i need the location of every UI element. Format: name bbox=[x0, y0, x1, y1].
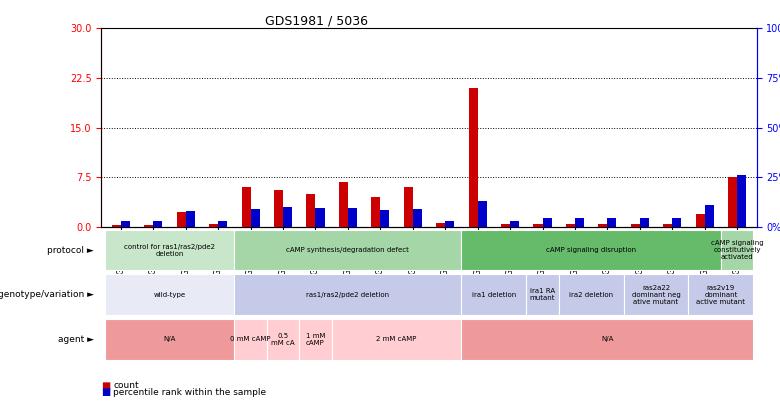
Text: 0 mM cAMP: 0 mM cAMP bbox=[230, 336, 271, 342]
Text: ras2a22
dominant neg
ative mutant: ras2a22 dominant neg ative mutant bbox=[632, 285, 680, 305]
Bar bbox=[445, 221, 454, 227]
Bar bbox=[477, 201, 487, 227]
Text: ■: ■ bbox=[101, 387, 111, 397]
Bar bbox=[144, 225, 154, 227]
Bar bbox=[469, 88, 477, 227]
Bar bbox=[689, 274, 753, 315]
Text: ira1 deletion: ira1 deletion bbox=[472, 292, 516, 298]
Text: protocol ►: protocol ► bbox=[47, 245, 94, 255]
Bar bbox=[381, 210, 389, 227]
Bar bbox=[608, 218, 616, 227]
Bar bbox=[105, 230, 234, 271]
Bar bbox=[704, 205, 714, 227]
Bar bbox=[598, 224, 608, 227]
Bar bbox=[234, 274, 462, 315]
Text: cAMP synthesis/degradation defect: cAMP synthesis/degradation defect bbox=[286, 247, 410, 253]
Bar bbox=[267, 319, 300, 360]
Bar bbox=[348, 208, 357, 227]
Bar bbox=[176, 212, 186, 227]
Bar bbox=[332, 319, 462, 360]
Bar bbox=[112, 225, 121, 227]
Bar bbox=[121, 221, 130, 227]
Bar bbox=[404, 187, 413, 227]
Bar bbox=[315, 208, 324, 227]
Bar bbox=[663, 224, 672, 227]
Bar bbox=[274, 190, 283, 227]
Bar bbox=[510, 221, 519, 227]
Bar bbox=[462, 230, 721, 271]
Bar bbox=[300, 319, 331, 360]
Bar bbox=[234, 230, 462, 271]
Text: genotype/variation ►: genotype/variation ► bbox=[0, 290, 94, 299]
Bar bbox=[558, 274, 624, 315]
Bar bbox=[640, 218, 649, 227]
Bar bbox=[436, 224, 445, 227]
Bar bbox=[631, 224, 640, 227]
Text: N/A: N/A bbox=[163, 336, 176, 342]
Bar bbox=[186, 211, 195, 227]
Bar bbox=[566, 224, 575, 227]
Bar bbox=[209, 224, 218, 227]
Bar bbox=[624, 274, 689, 315]
Bar bbox=[526, 274, 558, 315]
Bar bbox=[696, 213, 704, 227]
Bar bbox=[339, 182, 348, 227]
Bar bbox=[154, 221, 162, 227]
Bar bbox=[728, 177, 737, 227]
Bar bbox=[543, 218, 551, 227]
Bar bbox=[737, 175, 746, 227]
Text: ira2 deletion: ira2 deletion bbox=[569, 292, 613, 298]
Text: percentile rank within the sample: percentile rank within the sample bbox=[113, 388, 266, 396]
Bar bbox=[413, 209, 422, 227]
Text: GDS1981 / 5036: GDS1981 / 5036 bbox=[265, 14, 368, 27]
Bar bbox=[462, 274, 526, 315]
Bar bbox=[501, 224, 510, 227]
Text: ras2v19
dominant
active mutant: ras2v19 dominant active mutant bbox=[697, 285, 746, 305]
Bar bbox=[371, 197, 381, 227]
Text: agent ►: agent ► bbox=[58, 335, 94, 344]
Bar bbox=[672, 218, 682, 227]
Bar bbox=[105, 319, 234, 360]
Bar bbox=[462, 319, 753, 360]
Bar bbox=[534, 224, 543, 227]
Text: 0.5
mM cA: 0.5 mM cA bbox=[271, 333, 295, 346]
Text: ras1/ras2/pde2 deletion: ras1/ras2/pde2 deletion bbox=[307, 292, 389, 298]
Bar bbox=[250, 209, 260, 227]
Text: cAMP signaling disruption: cAMP signaling disruption bbox=[546, 247, 636, 253]
Text: ira1 RA
mutant: ira1 RA mutant bbox=[530, 288, 555, 301]
Bar bbox=[218, 221, 227, 227]
Bar bbox=[721, 230, 753, 271]
Bar bbox=[283, 207, 292, 227]
Text: cAMP signaling
constitutively
activated: cAMP signaling constitutively activated bbox=[711, 240, 764, 260]
Bar bbox=[105, 274, 234, 315]
Bar bbox=[575, 218, 584, 227]
Text: wild-type: wild-type bbox=[154, 292, 186, 298]
Text: control for ras1/ras2/pde2
deletion: control for ras1/ras2/pde2 deletion bbox=[124, 243, 215, 257]
Text: ■: ■ bbox=[101, 381, 111, 390]
Text: 1 mM
cAMP: 1 mM cAMP bbox=[306, 333, 325, 346]
Bar bbox=[242, 187, 250, 227]
Text: 2 mM cAMP: 2 mM cAMP bbox=[377, 336, 417, 342]
Text: N/A: N/A bbox=[601, 336, 614, 342]
Bar bbox=[307, 194, 315, 227]
Bar bbox=[234, 319, 267, 360]
Text: count: count bbox=[113, 381, 139, 390]
